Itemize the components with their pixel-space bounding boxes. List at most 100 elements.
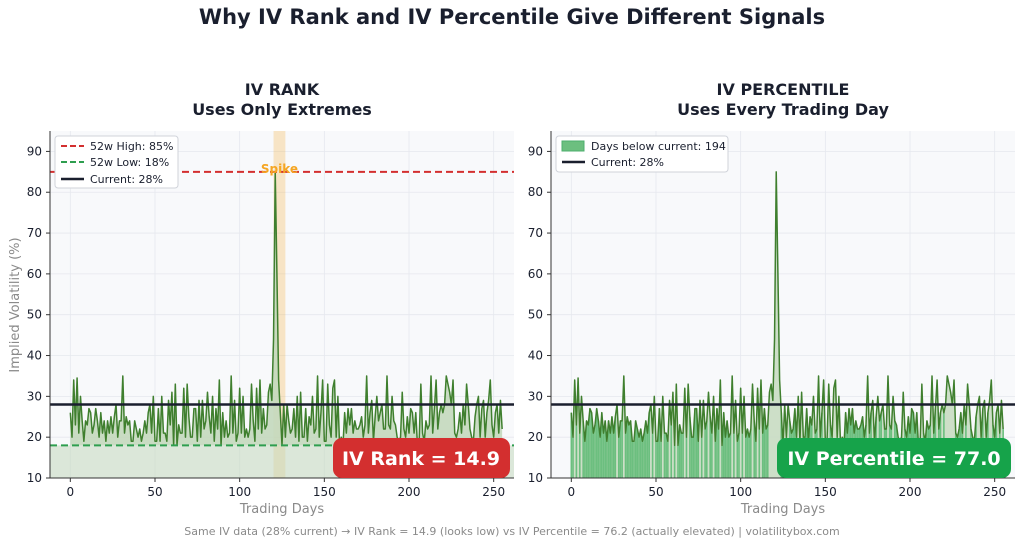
day-below-bar xyxy=(673,445,676,478)
day-below-bar xyxy=(585,420,588,478)
day-below-bar xyxy=(611,416,613,478)
day-below-bar xyxy=(594,424,596,478)
iv-rank-legend: 52w High: 85% 52w Low: 18% Current: 28% xyxy=(54,135,179,189)
iv-rank-badge-text: IV Rank = 14.9 xyxy=(342,448,500,470)
day-below-bar xyxy=(621,420,623,478)
day-below-bar xyxy=(755,441,757,478)
iv-series-line xyxy=(69,171,503,447)
day-below-bar xyxy=(602,433,605,478)
day-below-bar xyxy=(726,420,728,478)
day-below-bar xyxy=(633,441,635,478)
ytick-label: 90 xyxy=(27,144,42,158)
day-below-bar xyxy=(643,433,645,478)
iv-percentile-title-line1: IV PERCENTILE xyxy=(717,80,850,99)
day-below-bar xyxy=(587,424,590,478)
iv-rank-axes: 10 20 30 40 50 60 70 80 90 0 50 100 150 200 250 xyxy=(27,131,514,499)
day-below-bar xyxy=(646,433,649,478)
day-below-bar xyxy=(753,420,756,478)
iv-percentile-badge: IV Percentile = 77.0 xyxy=(777,438,1011,478)
day-below-bar xyxy=(765,429,767,478)
ytick-label: 80 xyxy=(27,185,42,199)
xtick-label: 250 xyxy=(983,485,1006,499)
day-below-bar xyxy=(590,412,593,478)
xtick-label: 200 xyxy=(398,485,421,499)
ytick-label: 80 xyxy=(528,185,543,199)
iv-percentile-badge-text: IV Percentile = 77.0 xyxy=(787,448,1000,470)
panel-iv-percentile: IV PERCENTILE Uses Every Trading Day 10 2… xyxy=(528,80,1015,517)
day-below-bar xyxy=(705,420,708,478)
iv-series-line xyxy=(570,171,1004,447)
day-below-bar xyxy=(733,433,735,478)
xtick-label: 100 xyxy=(228,485,251,499)
day-below-bar xyxy=(722,412,725,478)
day-below-bar xyxy=(612,433,615,478)
day-below-bar xyxy=(636,429,639,478)
day-below-bar xyxy=(645,420,647,478)
day-below-bar xyxy=(748,437,750,478)
iv-percentile-title-line2: Uses Every Trading Day xyxy=(677,100,889,119)
iv-rank-ylabel: Implied Volatility (%) xyxy=(8,237,23,372)
ytick-label: 50 xyxy=(528,308,543,322)
legend-box xyxy=(54,135,179,189)
day-below-bar xyxy=(724,437,727,478)
legend-current-label: Current: 28% xyxy=(90,173,163,186)
ytick-label: 70 xyxy=(528,226,543,240)
day-below-bar xyxy=(700,437,703,478)
day-below-bar xyxy=(578,433,581,478)
day-below-bar xyxy=(750,429,752,478)
iv-rank-badge: IV Rank = 14.9 xyxy=(333,438,510,478)
ytick-label: 60 xyxy=(528,267,543,281)
day-below-bar xyxy=(716,408,718,478)
iv-rank-title-line2: Uses Only Extremes xyxy=(192,100,372,119)
day-below-bar xyxy=(663,433,666,478)
day-below-bar xyxy=(711,433,713,478)
legend-high-label: 52w High: 85% xyxy=(90,140,173,153)
day-below-bar xyxy=(619,420,622,478)
day-below-bar xyxy=(570,412,573,478)
xtick-label: 250 xyxy=(482,485,505,499)
day-below-bar xyxy=(651,433,654,478)
legend-current-label: Current: 28% xyxy=(591,156,664,169)
day-below-bar xyxy=(589,408,591,478)
day-below-bar xyxy=(658,408,661,478)
day-below-bar xyxy=(592,433,595,478)
day-below-bar xyxy=(595,408,598,478)
day-below-bar xyxy=(680,433,683,478)
iv-percentile-axes: 10 20 30 40 50 60 70 80 90 0 50 100 150 200 250 xyxy=(528,131,1015,499)
day-below-bar xyxy=(746,429,749,478)
day-below-bar xyxy=(660,441,662,478)
day-below-bar xyxy=(761,433,764,478)
iv-rank-spike-band xyxy=(273,131,286,478)
day-below-bar xyxy=(606,441,608,478)
xtick-label: 100 xyxy=(729,485,752,499)
iv-rank-badge-bg xyxy=(333,438,510,478)
iv-percentile-xlabel: Trading Days xyxy=(740,502,825,517)
day-below-bar xyxy=(667,441,669,478)
ytick-label: 10 xyxy=(27,471,42,485)
ytick-label: 70 xyxy=(27,226,42,240)
xtick-label: 150 xyxy=(313,485,336,499)
footer-note: Same IV data (28% current) → IV Rank = 1… xyxy=(184,525,839,538)
day-below-bar xyxy=(600,412,603,478)
figure-title: Why IV Rank and IV Percentile Give Diffe… xyxy=(199,5,825,29)
ytick-label: 40 xyxy=(27,349,42,363)
day-below-bar xyxy=(689,416,691,478)
day-below-bar xyxy=(766,424,769,478)
day-below-bar xyxy=(584,441,586,478)
day-below-bar xyxy=(741,433,744,478)
day-below-bar xyxy=(704,429,706,478)
legend-below-label: Days below current: 194 xyxy=(591,140,726,153)
day-below-bar xyxy=(717,429,720,478)
day-below-bar xyxy=(758,429,761,478)
day-below-bar xyxy=(624,433,627,478)
day-below-bar xyxy=(629,420,632,478)
ytick-label: 30 xyxy=(528,389,543,403)
xtick-label: 0 xyxy=(568,485,576,499)
day-below-bar xyxy=(670,424,673,478)
day-below-bar xyxy=(648,412,651,478)
spike-label: Spike xyxy=(261,162,298,176)
day-below-bar xyxy=(721,445,723,478)
day-below-bar xyxy=(729,433,732,478)
day-below-bar xyxy=(582,420,584,478)
